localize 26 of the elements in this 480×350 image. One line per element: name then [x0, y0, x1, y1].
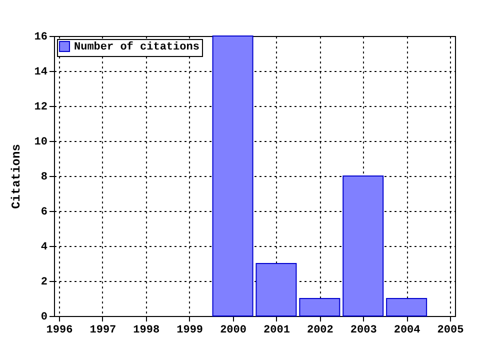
y-tick-label: 4: [40, 242, 48, 254]
x-tick-label: 1997: [90, 324, 116, 336]
legend-label: Number of citations: [74, 40, 200, 54]
x-tick-label: 1999: [176, 324, 204, 336]
x-tick-label: 2000: [220, 324, 246, 336]
y-tick-label: 6: [40, 206, 48, 218]
y-tick-label: 12: [34, 102, 48, 114]
x-tick-label: 1996: [46, 324, 73, 336]
x-tick-label: 2002: [306, 324, 334, 336]
x-tick-label: 2001: [264, 324, 290, 336]
bar: [256, 263, 297, 316]
y-tick-label: 14: [34, 66, 48, 78]
x-tick-label: 1998: [133, 324, 160, 336]
x-tick-label: 2003: [350, 324, 378, 336]
bar: [299, 298, 340, 316]
y-tick-label: 0: [40, 312, 48, 324]
y-tick-label: 8: [40, 172, 48, 184]
y-tick-label: 10: [34, 136, 48, 148]
bar: [386, 298, 428, 316]
y-tick-label: 16: [34, 32, 48, 44]
x-tick-label: 2005: [437, 324, 464, 336]
bar: [212, 36, 254, 316]
y-tick-label: 2: [40, 276, 48, 288]
bar: [342, 176, 384, 316]
x-tick-label: 2004: [394, 324, 421, 336]
y-axis-title: Citations: [9, 144, 24, 209]
